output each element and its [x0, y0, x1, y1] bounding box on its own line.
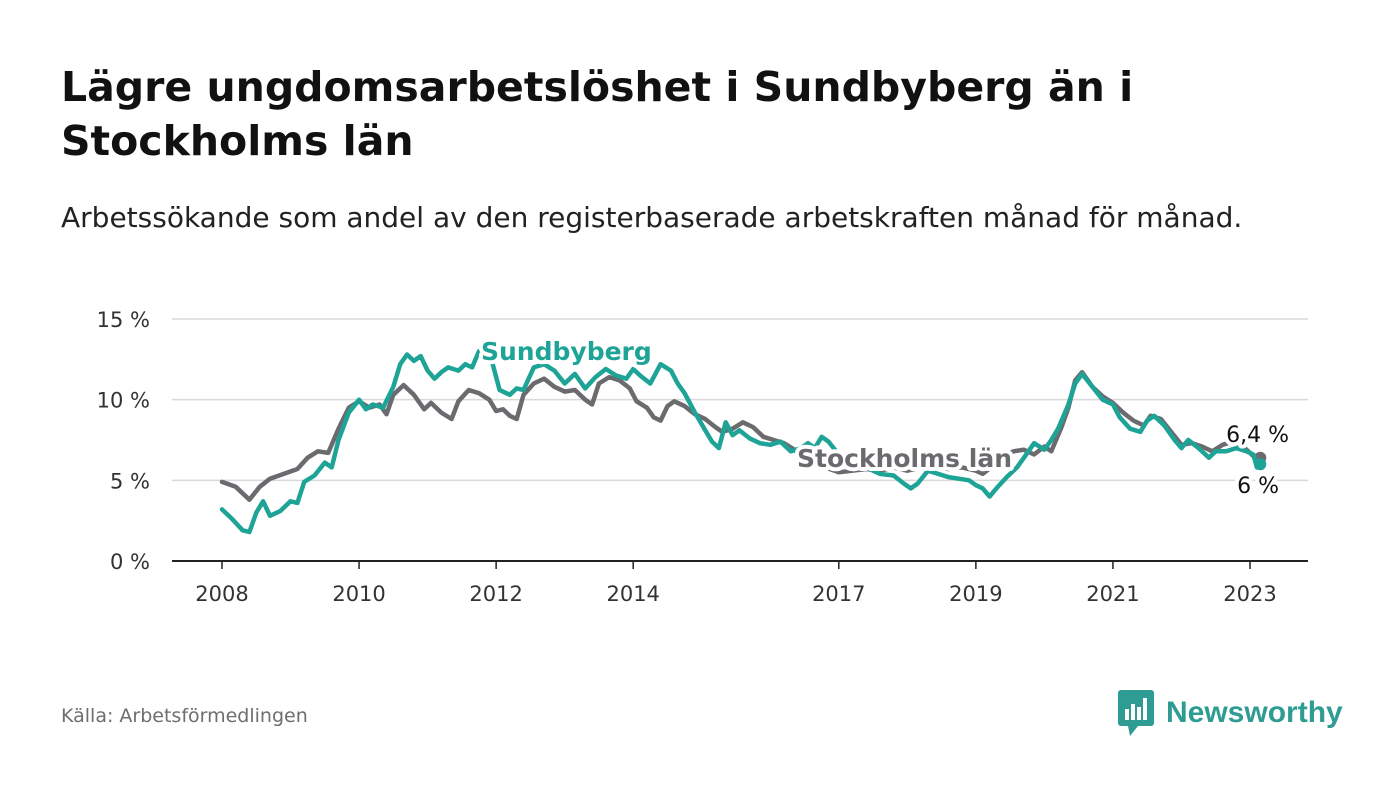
series-end-point-sundbyberg [1254, 458, 1267, 471]
y-tick-label: 5 % [110, 469, 150, 493]
end-value-stockholms-lan-halo: 6,4 % [1226, 423, 1289, 448]
series-lines [219, 345, 1267, 535]
end-value-sundbyberg-halo: 6 % [1237, 474, 1279, 499]
x-tick-label: 2014 [606, 582, 659, 606]
source-note: Källa: Arbetsförmedlingen [61, 705, 308, 727]
y-tick-label: 10 % [97, 389, 150, 413]
series-label-stockholms-lan: Stockholms län [797, 444, 1012, 473]
bar-chart-speech-bubble-icon [1118, 690, 1154, 736]
x-tick-label: 2008 [195, 582, 248, 606]
newsworthy-logo[interactable]: Newsworthy [1118, 688, 1343, 738]
end-value-sundbyberg: 6 % [1237, 474, 1279, 499]
y-axis-ticks: 0 % 5 % 10 % 15 % [97, 308, 150, 574]
x-tick-label: 2017 [812, 582, 865, 606]
brand-name: Newsworthy [1166, 696, 1343, 729]
y-tick-label: 15 % [97, 308, 150, 332]
chart-title: Lägre ungdomsarbetslöshet i Sundbyberg ä… [61, 63, 1134, 165]
chart-subtitle: Arbetssökande som andel av den registerb… [61, 201, 1243, 234]
series-label-sundbyberg-halo: Sundbyberg [481, 337, 652, 366]
gridlines [172, 318, 1308, 562]
x-axis-ticks: 2008 2010 2012 2014 2017 2019 2021 2023 [195, 561, 1277, 606]
y-tick-label: 0 % [110, 550, 150, 574]
series-label-stockholms-lan-halo: Stockholms län [797, 444, 1012, 473]
series-line-sundbyberg [219, 345, 1263, 535]
series-label-sundbyberg: Sundbyberg [481, 337, 652, 366]
x-tick-label: 2021 [1086, 582, 1139, 606]
x-tick-label: 2023 [1223, 582, 1276, 606]
x-tick-label: 2010 [332, 582, 385, 606]
end-value-stockholms-lan: 6,4 % [1226, 423, 1289, 448]
x-tick-label: 2012 [469, 582, 522, 606]
x-tick-label: 2019 [949, 582, 1002, 606]
